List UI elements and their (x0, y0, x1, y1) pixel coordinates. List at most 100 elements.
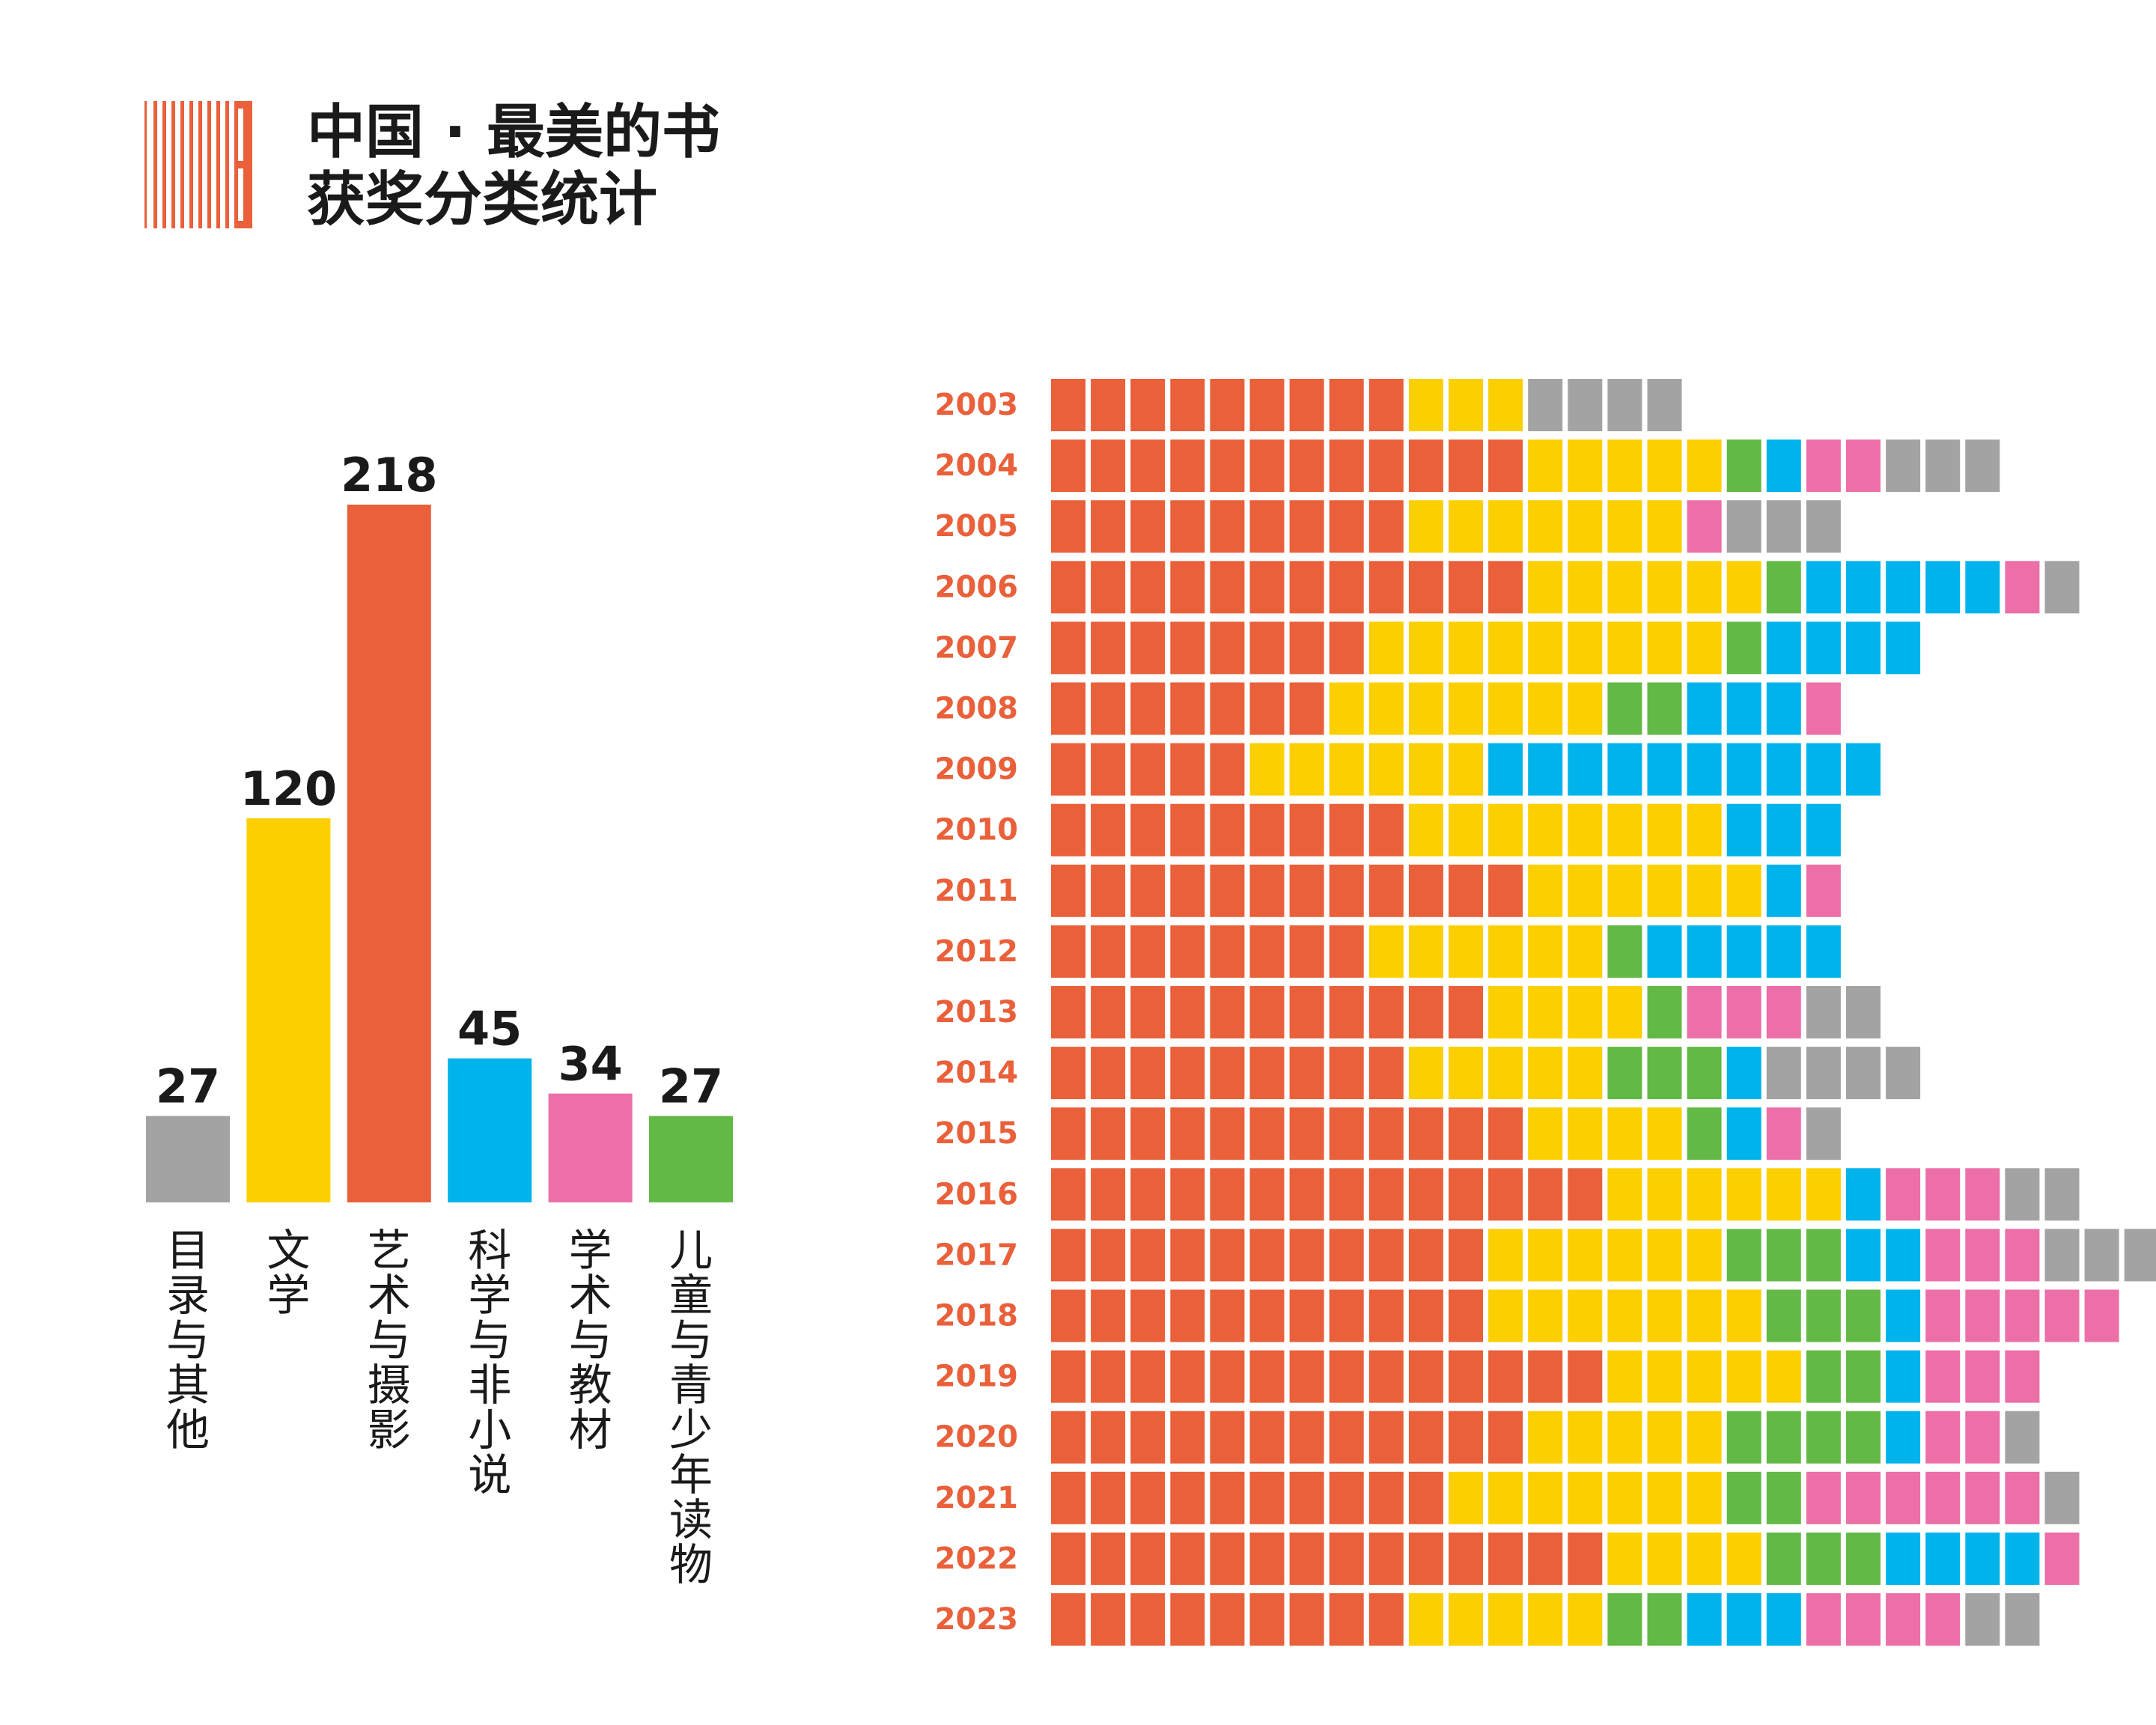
waffle-cell (1408, 986, 1443, 1038)
waffle-cell (1210, 1471, 1245, 1524)
waffle-cell (1289, 621, 1324, 675)
waffle-cell (2044, 561, 2080, 614)
waffle-cell (1368, 500, 1404, 553)
waffle-cell (1528, 1229, 1563, 1282)
waffle-cell (1607, 1047, 1642, 1100)
waffle-cell (2044, 1229, 2080, 1282)
waffle-cell (2005, 1229, 2040, 1282)
waffle-cell (1726, 1532, 1761, 1585)
waffle-cell (1170, 986, 1205, 1038)
waffle-cell (1528, 1411, 1563, 1464)
waffle-cell (1965, 1411, 2000, 1464)
waffle-cell (1130, 1350, 1166, 1403)
waffle-cell (1449, 439, 1483, 493)
waffle-cell (1647, 803, 1682, 857)
waffle-cell (1846, 1411, 1881, 1464)
waffle-cell (1368, 925, 1404, 978)
waffle-cell (1329, 986, 1364, 1038)
waffle-cell (1449, 1593, 1483, 1646)
logo-stripe (144, 101, 147, 228)
waffle-cell (1607, 925, 1642, 978)
waffle-cell (1726, 621, 1761, 675)
waffle-cell (1607, 1350, 1642, 1403)
waffle-cell (1687, 1593, 1722, 1646)
waffle-cell (2044, 1471, 2080, 1524)
waffle-cell (1368, 1350, 1404, 1403)
waffle-cell (1766, 500, 1801, 553)
waffle-cell (1051, 682, 1085, 735)
logo-notch (234, 221, 252, 228)
waffle-cell (1408, 439, 1443, 493)
waffle-cell (1449, 1289, 1483, 1342)
waffle-cell (1488, 986, 1523, 1038)
waffle-cell (1806, 500, 1841, 553)
waffle-cell (1528, 1289, 1563, 1342)
bar (347, 505, 431, 1202)
waffle-cell (1886, 621, 1921, 675)
waffle-cell (1249, 986, 1285, 1038)
waffle-cell (1687, 439, 1722, 493)
waffle-cell (1726, 682, 1761, 735)
bar (246, 818, 331, 1202)
waffle-cell (1329, 621, 1364, 675)
waffle-cell (1806, 743, 1841, 796)
waffle-cell (1806, 1471, 1841, 1524)
waffle-cell (1886, 1411, 1921, 1464)
waffle-cell (1726, 1047, 1761, 1100)
waffle-cell (1091, 1471, 1126, 1524)
waffle-cell (1249, 439, 1285, 493)
waffle-cell (1568, 925, 1603, 978)
waffle-cell (1528, 986, 1563, 1038)
waffle-cell (1210, 439, 1245, 493)
logo-notch (234, 161, 252, 168)
waffle-cell (1726, 864, 1761, 917)
waffle-cell (1210, 1047, 1245, 1100)
waffle-cell (1449, 682, 1483, 735)
waffle-cell (1687, 1107, 1722, 1160)
waffle-cell (1925, 1289, 1961, 1342)
waffle-cell (1766, 743, 1801, 796)
waffle-cell (1449, 1107, 1483, 1160)
waffle-cell (1170, 1168, 1205, 1221)
waffle-cell (1568, 1168, 1603, 1221)
waffle-cell (1886, 1593, 1921, 1646)
year-label: 2019 (935, 1360, 1018, 1394)
waffle-cell (1449, 1411, 1483, 1464)
waffle-cell (1528, 864, 1563, 917)
waffle-cell (1408, 379, 1443, 431)
waffle-cell (1408, 925, 1443, 978)
waffle-cell (1647, 1411, 1682, 1464)
waffle-cell (1249, 500, 1285, 553)
waffle-cell (2124, 1229, 2156, 1282)
waffle-cell (1289, 1168, 1324, 1221)
waffle-cell (1568, 803, 1603, 857)
waffle-cell (1687, 1471, 1722, 1524)
waffle-cell (1091, 439, 1126, 493)
logo-stripe (189, 101, 193, 228)
waffle-cell (1528, 1350, 1563, 1403)
waffle-cell (1249, 1471, 1285, 1524)
waffle-cell (1607, 621, 1642, 675)
waffle-cell (1607, 1229, 1642, 1282)
category-label: 艺术与摄影 (368, 1225, 411, 1455)
waffle-cell (1846, 1229, 1881, 1282)
waffle-cell (1766, 1593, 1801, 1646)
waffle-cell (1607, 803, 1642, 857)
waffle-cell (1091, 986, 1126, 1038)
waffle-cell (1368, 379, 1404, 431)
waffle-cell (1647, 682, 1682, 735)
waffle-cell (1647, 379, 1682, 431)
waffle-cell (1726, 1229, 1761, 1282)
waffle-cell (1249, 1350, 1285, 1403)
waffle-cell (1210, 1532, 1245, 1585)
waffle-cell (1368, 743, 1404, 796)
waffle-cell (1528, 1532, 1563, 1585)
waffle-cell (1528, 621, 1563, 675)
waffle-cell (1289, 500, 1324, 553)
waffle-cell (1687, 1411, 1722, 1464)
waffle-cell (1408, 803, 1443, 857)
waffle-cell (1886, 439, 1921, 493)
waffle-cell (1329, 500, 1364, 553)
waffle-cell (1687, 1532, 1722, 1585)
waffle-cell (1210, 1289, 1245, 1342)
